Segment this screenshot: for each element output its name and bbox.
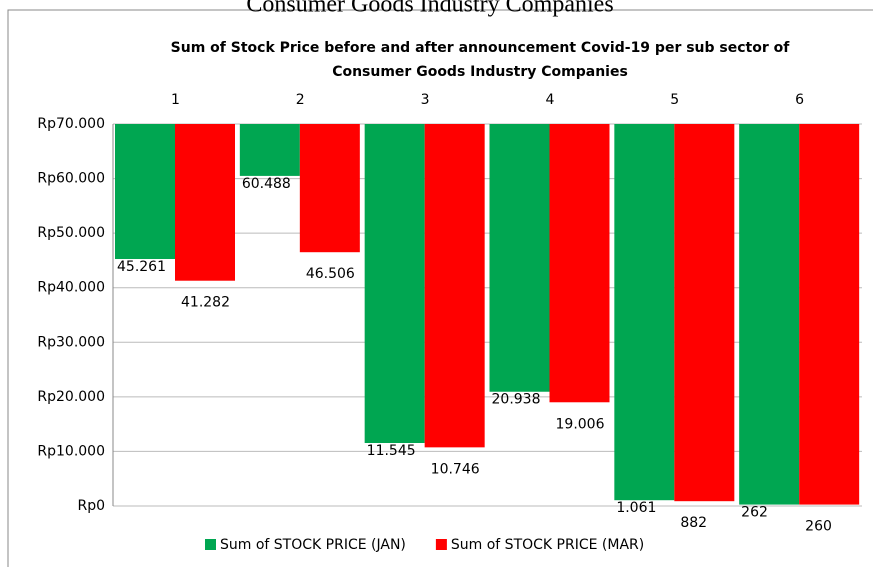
value-label: 10.746 [431,461,480,477]
bar [799,124,860,505]
x-tick-label: 6 [795,92,804,108]
x-tick-label: 5 [670,92,679,108]
y-tick-label: Rp60.000 [37,171,105,187]
y-tick-label: Rp20.000 [37,389,105,405]
bar [674,124,735,502]
bar [239,124,300,176]
x-tick-label: 2 [296,92,305,108]
bar [424,124,485,448]
y-tick-label: Rp70.000 [37,116,105,132]
legend-label: Sum of STOCK PRICE (MAR) [451,537,644,553]
bar [299,124,360,253]
y-tick-label: Rp10.000 [37,443,105,459]
y-tick-label: Rp50.000 [37,225,105,241]
x-tick-label: 3 [421,92,430,108]
value-label: 20.938 [492,392,541,408]
legend-label: Sum of STOCK PRICE (JAN) [220,537,406,553]
value-label: 260 [805,519,832,535]
chart-title: Sum of Stock Price before and after anno… [170,40,790,80]
value-label: 41.282 [181,295,230,311]
bar [364,124,425,443]
y-tick-label: Rp0 [77,498,105,514]
value-label: 60.488 [242,176,291,192]
value-label: 19.006 [556,416,605,432]
bar [175,124,235,281]
bar [614,124,675,501]
chart-border [7,9,873,567]
bar [739,124,800,505]
x-tick-label: 4 [545,92,554,108]
x-tick-label: 1 [171,92,180,108]
bar [489,124,550,392]
bar [115,124,175,260]
value-label: 11.545 [367,443,416,459]
bar [549,124,610,403]
caption: Consumer Goods Industry Companies [246,0,613,18]
value-label: 45.261 [117,259,166,275]
legend-swatch [205,539,216,550]
legend-swatch [435,539,447,550]
value-label: 46.506 [306,266,355,282]
y-tick-label: Rp40.000 [37,280,105,296]
y-tick-label: Rp30.000 [37,334,105,350]
value-label: 262 [741,505,768,521]
value-label: 1.061 [616,500,656,516]
value-label: 882 [680,515,707,531]
